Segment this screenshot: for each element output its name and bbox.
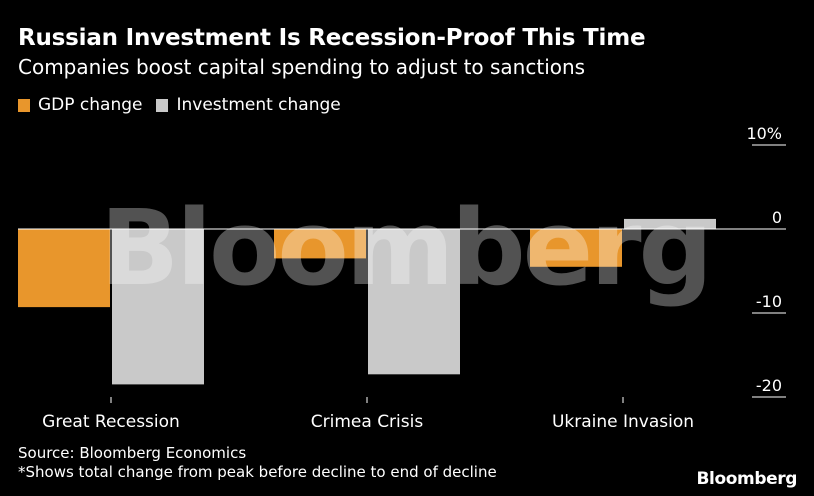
watermark: Bloomberg [100,187,710,309]
y-tick-label: -10 [756,292,782,311]
bloomberg-logo: Bloomberg [696,469,797,489]
y-tick-label: -20 [756,376,782,395]
x-axis: Great Recession Crimea Crisis Ukraine Inva… [42,397,694,432]
y-tick-label: 0 [772,208,782,227]
x-tick-label: Crimea Crisis [311,412,424,432]
bar-investment-ukraine-invasion [624,218,716,229]
legend-item-gdp: GDP change [18,95,142,115]
legend-label-investment: Investment change [176,95,341,115]
bars-group [18,218,716,385]
chart-subtitle: Companies boost capital spending to adju… [18,55,586,79]
footnote: *Shows total change from peak before dec… [18,463,497,481]
bar-gdp-crimea-crisis [274,229,366,259]
bar-investment-great-recession [112,229,204,385]
legend-item-investment: Investment change [156,95,341,115]
y-tick-label: 10% [746,124,782,143]
bar-gdp-great-recession [18,229,110,308]
bar-investment-crimea-crisis [368,229,460,375]
bar-gdp-ukraine-invasion [530,229,622,267]
legend-label-gdp: GDP change [38,95,143,115]
legend-swatch-investment [156,98,169,112]
x-tick-label: Great Recession [42,412,180,432]
source-note: Source: Bloomberg Economics [18,444,247,462]
x-tick-label: Ukraine Invasion [552,412,694,432]
legend-swatch-gdp [18,98,30,112]
y-axis: 10% 0 -10 -20 [18,124,786,398]
legend: GDP change Investment change [18,95,355,115]
chart-title: Russian Investment Is Recession-Proof Th… [18,25,646,51]
